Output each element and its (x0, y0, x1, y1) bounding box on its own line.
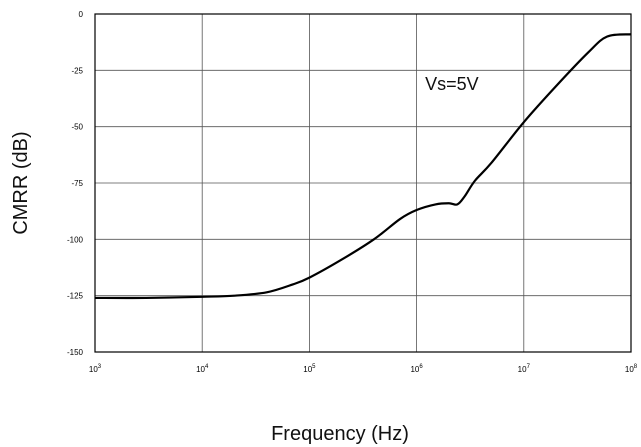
y-tick-label: -100 (67, 235, 84, 244)
y-tick-label: -150 (67, 348, 84, 357)
y-tick-label: -75 (71, 179, 83, 188)
x-tick-label: 107 (518, 364, 531, 374)
x-tick-labels: 103 104 105 106 107 108 (89, 364, 638, 374)
x-tick-label: 108 (625, 364, 638, 374)
x-tick-label: 103 (89, 364, 102, 374)
annotation-vs: Vs=5V (425, 74, 479, 94)
x-tick-label: 104 (196, 364, 209, 374)
x-tick-label: 105 (303, 364, 316, 374)
y-tick-label: 0 (79, 10, 84, 19)
y-tick-labels: 0 -25 -50 -75 -100 -125 -150 (67, 10, 84, 357)
series-layer (94, 33, 632, 300)
x-tick-label: 106 (410, 364, 423, 374)
cmrr-series-line (94, 33, 632, 300)
grid (95, 14, 631, 352)
y-tick-label: -25 (71, 66, 83, 75)
plot-frame (94, 13, 632, 353)
x-axis-label: Frequency (Hz) (271, 423, 409, 445)
y-tick-label: -50 (71, 123, 83, 132)
y-tick-label: -125 (67, 292, 84, 301)
y-axis-label: CMRR (dB) (10, 131, 32, 234)
